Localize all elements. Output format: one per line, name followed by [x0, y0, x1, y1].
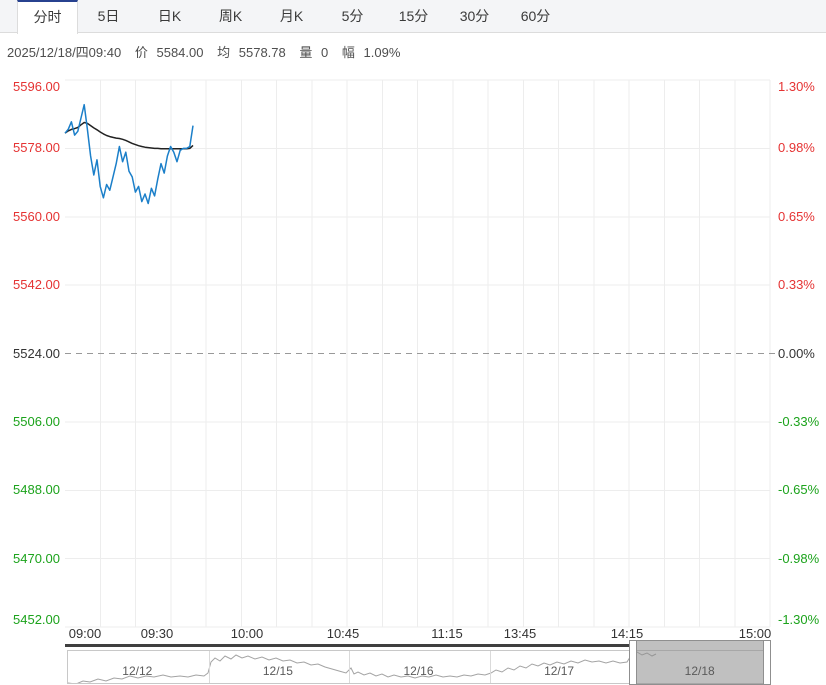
navigator-selection-right-handle[interactable]: [763, 641, 770, 684]
tab-60min[interactable]: 60分: [520, 8, 551, 24]
navigator-date-12-18[interactable]: 12/18: [684, 664, 715, 678]
x-axis-label: 13:45: [503, 626, 537, 641]
y-axis-label-percent: -0.65%: [778, 482, 820, 498]
y-axis-label-percent: 0.33%: [778, 277, 815, 293]
x-axis-label: 15:00: [738, 626, 772, 641]
info-avg-label: 均: [217, 45, 231, 60]
y-axis-label-percent: -0.98%: [778, 550, 820, 566]
navigator-section-divider: [489, 651, 491, 683]
x-axis-label: 14:15: [610, 626, 644, 641]
y-axis-label-price: 5542.00: [13, 277, 60, 293]
series-价: [64, 103, 194, 205]
y-axis-label-percent: 0.98%: [778, 140, 815, 156]
y-axis-label-percent: 0.65%: [778, 208, 815, 224]
tab-timeshare[interactable]: 分时: [17, 0, 78, 34]
tab-5min[interactable]: 5分: [341, 8, 364, 24]
navigator-date-12-12[interactable]: 12/12: [122, 664, 153, 678]
chart-period-tabs: 分时 5日 日K 周K 月K 5分 15分 30分 60分: [0, 0, 826, 34]
x-axis-label: 10:45: [326, 626, 360, 641]
info-volume-label: 量: [299, 45, 313, 60]
info-range-value: 1.09%: [363, 45, 401, 60]
x-axis-label: 09:00: [68, 626, 102, 641]
info-volume-value: 0: [321, 45, 329, 60]
y-axis-label-percent: -0.33%: [778, 413, 820, 429]
navigator-date-12-17[interactable]: 12/17: [544, 664, 575, 678]
y-axis-label-price: 5470.00: [13, 550, 60, 566]
navigator-date-12-15[interactable]: 12/15: [262, 664, 293, 678]
gridlines: [65, 79, 775, 628]
x-axis-label: 10:00: [230, 626, 264, 641]
info-price-value: 5584.00: [156, 45, 204, 60]
navigator-date-12-16[interactable]: 12/16: [403, 664, 434, 678]
y-axis-label-price: 5560.00: [13, 208, 60, 224]
navigator-section-divider: [349, 651, 351, 683]
info-range-label: 幅: [341, 45, 355, 60]
navigator-selection-left-handle[interactable]: [630, 641, 637, 684]
navigator-sparkline: [68, 651, 657, 683]
info-avg-value: 5578.78: [238, 45, 286, 60]
tab-weekly-k[interactable]: 周K: [218, 8, 243, 24]
series-均: [64, 121, 194, 150]
y-axis-label-percent: 0.00%: [778, 345, 815, 361]
x-axis-label: 11:15: [431, 626, 463, 641]
navigator-section-divider: [208, 651, 210, 683]
quote-info-row: 2025/12/18/四09:40 价 5584.00 均 5578.78 量 …: [7, 42, 405, 61]
y-axis-label-percent: 1.30%: [778, 79, 815, 94]
x-axis-line: [65, 644, 630, 647]
y-axis-label-price: 5596.00: [13, 79, 60, 94]
info-datetime: 2025/12/18/四09:40: [7, 45, 122, 60]
y-axis-label-price: 5488.00: [13, 482, 60, 498]
info-price-label: 价: [134, 45, 148, 60]
y-axis-label-price: 5452.00: [13, 612, 60, 627]
y-axis-label-price: 5578.00: [13, 140, 60, 156]
x-axis-label: 09:30: [140, 626, 174, 641]
y-axis-label-percent: -1.30%: [778, 612, 820, 627]
tab-15min[interactable]: 15分: [398, 8, 429, 24]
navigator-selection[interactable]: [629, 640, 771, 685]
tab-5day[interactable]: 5日: [97, 8, 120, 24]
y-axis-label-price: 5524.00: [13, 345, 60, 361]
y-axis-label-price: 5506.00: [13, 413, 60, 429]
tab-monthly-k[interactable]: 月K: [279, 8, 304, 24]
tab-30min[interactable]: 30分: [459, 8, 490, 24]
tab-daily-k[interactable]: 日K: [157, 8, 182, 24]
